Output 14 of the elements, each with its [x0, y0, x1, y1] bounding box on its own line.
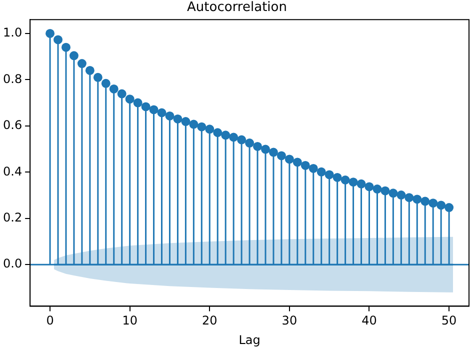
x-tick-label: 40 — [362, 314, 377, 328]
y-tick-label: 0.4 — [2, 164, 22, 178]
y-tick-label: 0.0 — [2, 256, 22, 271]
y-tick-label: 0.6 — [2, 118, 22, 132]
chart-title: Autocorrelation — [187, 0, 287, 16]
y-tick-label: 1.0 — [2, 26, 22, 40]
x-tick-label: 50 — [441, 314, 457, 328]
y-tick-label: 0.8 — [2, 72, 22, 86]
y-tick-label: 0.2 — [2, 210, 22, 224]
x-axis-title: Lag — [238, 332, 260, 347]
x-tick-label: 30 — [282, 314, 298, 328]
x-tick-label: 20 — [202, 314, 218, 328]
x-tick-label: 10 — [122, 314, 138, 328]
x-tick-label: 0 — [46, 314, 54, 328]
